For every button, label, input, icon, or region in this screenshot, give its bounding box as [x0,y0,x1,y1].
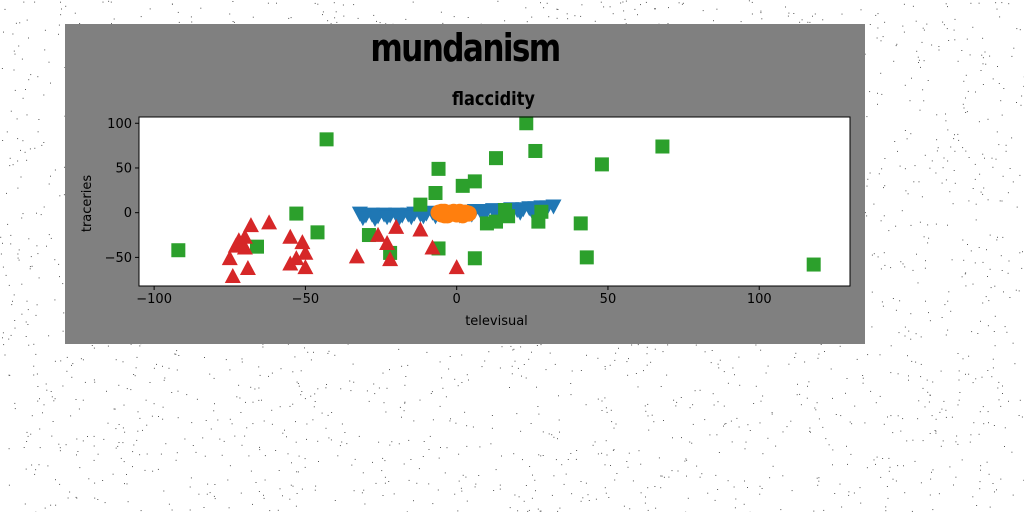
data-point-triangle-14 [297,259,314,275]
y-axis-label: traceries [80,175,95,233]
data-point-square-14 [249,239,264,254]
data-point-triangle-5 [236,228,253,244]
x-tick-label: 0 [453,292,461,307]
data-point-triangle-down-46 [512,205,529,221]
y-tick-label: −50 [105,251,132,266]
data-point-triangle-down-34 [366,212,383,228]
x-tick-label: −100 [136,292,172,307]
data-point-triangle-down-38 [415,209,432,225]
data-point-triangle-21 [424,239,441,255]
data-point-square-22 [498,202,513,217]
data-point-square-9 [455,178,470,193]
data-point-triangle-15 [348,248,365,264]
y-tick-label: 100 [107,117,132,132]
data-point-square-0 [171,243,186,258]
data-point-square-6 [431,161,446,176]
data-point-triangle-down-32 [545,199,562,215]
data-point-triangle-19 [388,218,405,234]
data-point-triangle-8 [261,214,278,230]
data-point-triangle-22 [448,259,465,275]
data-point-square-25 [573,216,588,231]
data-point-circle-13 [460,205,477,222]
data-point-triangle-12 [294,234,311,250]
data-point-triangle-0 [224,268,241,284]
data-point-square-13 [310,225,325,240]
data-point-square-4 [528,143,543,158]
data-point-triangle-13 [297,244,314,260]
x-tick-label: 100 [747,292,772,307]
data-point-square-3 [655,139,670,154]
data-point-triangle-16 [370,226,387,242]
scatter-chart: −100 −50 0 50 100 −50 0 50 100 televisual tracerie… [80,116,851,329]
data-point-triangle-down-43 [475,207,492,223]
figure-canvas: mundanism flaccidity −100 −50 0 50 100 −50 0 50… [65,24,865,344]
data-point-square-11 [413,197,428,212]
data-point-triangle-6 [242,217,259,233]
x-axis-label: televisual [465,314,528,329]
chart-title: flaccidity [452,88,535,110]
data-point-square-7 [594,157,609,172]
axes-frame [138,116,851,287]
figure-suptitle: mundanism [370,26,561,70]
data-point-circle-14 [433,203,450,220]
data-point-square-18 [467,251,482,266]
y-tick-label: 50 [115,161,132,176]
data-point-circle-15 [448,204,465,221]
data-point-square-27 [806,257,821,272]
y-tick-label: 0 [124,206,132,221]
plot-area [139,117,850,286]
data-point-square-12 [289,206,304,221]
data-point-triangle-down-35 [379,210,396,226]
data-point-triangle-17 [379,234,396,250]
data-point-triangle-10 [282,228,299,244]
data-point-triangle-down-36 [391,211,408,227]
data-point-square-8 [467,174,482,189]
data-point-triangle-down-33 [354,211,371,227]
data-point-triangle-20 [412,221,429,237]
data-point-triangle-down-37 [403,210,420,226]
data-point-triangle-7 [239,260,256,276]
data-point-triangle-18 [382,251,399,267]
x-tick-label: −50 [292,292,319,307]
data-point-square-1 [319,132,334,147]
data-point-triangle-1 [221,250,238,266]
data-point-square-24 [534,204,549,219]
data-point-square-5 [489,151,504,166]
data-point-square-2 [519,116,534,131]
data-point-square-20 [489,214,504,229]
data-point-triangle-11 [288,250,305,266]
data-point-square-10 [428,186,443,201]
x-tick-label: 50 [600,292,617,307]
data-point-triangle-4 [236,239,253,255]
data-point-square-26 [579,250,594,265]
